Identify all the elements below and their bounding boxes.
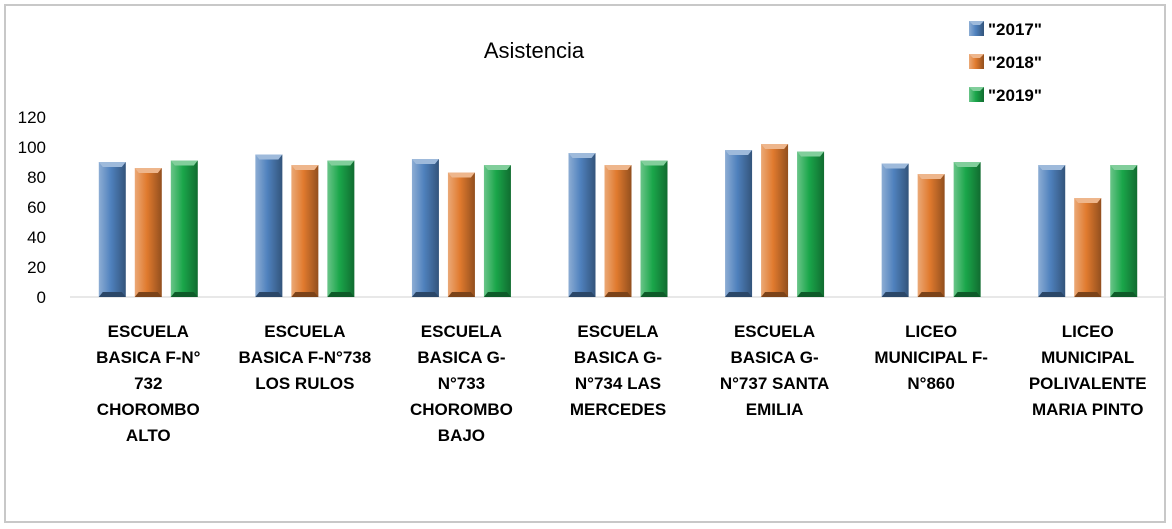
category-labels: ESCUELA BASICA F-N° 732 CHOROMBO ALTO ESCUELA… [96, 322, 1146, 445]
bar [761, 144, 789, 297]
x-tick-label: ESCUELA BASICA G-N°734 LAS MERCEDES [570, 322, 666, 419]
legend-item: "2017" [969, 20, 1042, 39]
legend: "2017" "2018" "2019" [969, 20, 1042, 105]
bar [411, 159, 439, 297]
y-tick-label: 80 [27, 168, 46, 187]
bar [953, 162, 981, 297]
bar [1038, 165, 1066, 297]
legend-label: "2018" [988, 53, 1042, 72]
bar [447, 172, 475, 297]
y-tick-label: 100 [18, 138, 46, 157]
x-tick-label: ESCUELA BASICA F-N°738 LOS RULOS [238, 322, 371, 393]
bar [483, 165, 511, 297]
bar [98, 162, 126, 297]
chart-title: Asistencia [484, 38, 585, 63]
legend-item: "2018" [969, 53, 1042, 72]
bar [134, 168, 162, 297]
y-tick-label: 40 [27, 228, 46, 247]
chart-frame: Asistencia "2017" "2018" "2019" 0 20 40 60 80 1… [4, 4, 1166, 523]
bar [291, 165, 319, 297]
bar [917, 174, 945, 297]
bar [1110, 165, 1138, 297]
bar [568, 153, 596, 297]
bar [640, 160, 668, 297]
bar [1074, 198, 1102, 297]
bar-chart: Asistencia "2017" "2018" "2019" 0 20 40 60 80 1… [18, 20, 1166, 445]
bars [98, 144, 1138, 297]
y-tick-label: 0 [37, 288, 46, 307]
legend-label: "2019" [988, 86, 1042, 105]
legend-item: "2019" [969, 86, 1042, 105]
x-tick-label: ESCUELA BASICA G-N°737 SANTA EMILIA [720, 322, 829, 419]
legend-label: "2017" [988, 20, 1042, 39]
bar [170, 160, 198, 297]
x-tick-label: LICEO MUNICIPAL F-N°860 [874, 322, 988, 393]
x-tick-label: ESCUELA BASICA F-N° 732 CHOROMBO ALTO [96, 322, 201, 445]
y-tick-label: 60 [27, 198, 46, 217]
y-axis: 0 20 40 60 80 100 120 [18, 108, 1166, 307]
y-tick-label: 120 [18, 108, 46, 127]
bar [604, 165, 632, 297]
bar [881, 163, 909, 297]
x-tick-label: ESCUELA BASICA G-N°733 CHOROMBO BAJO [410, 322, 513, 445]
x-tick-label: LICEO MUNICIPAL POLIVALENTE MARIA PINTO [1029, 322, 1147, 419]
bar [327, 160, 355, 297]
bar [797, 151, 825, 297]
bar [725, 150, 753, 297]
y-tick-label: 20 [27, 258, 46, 277]
bar [255, 154, 283, 297]
